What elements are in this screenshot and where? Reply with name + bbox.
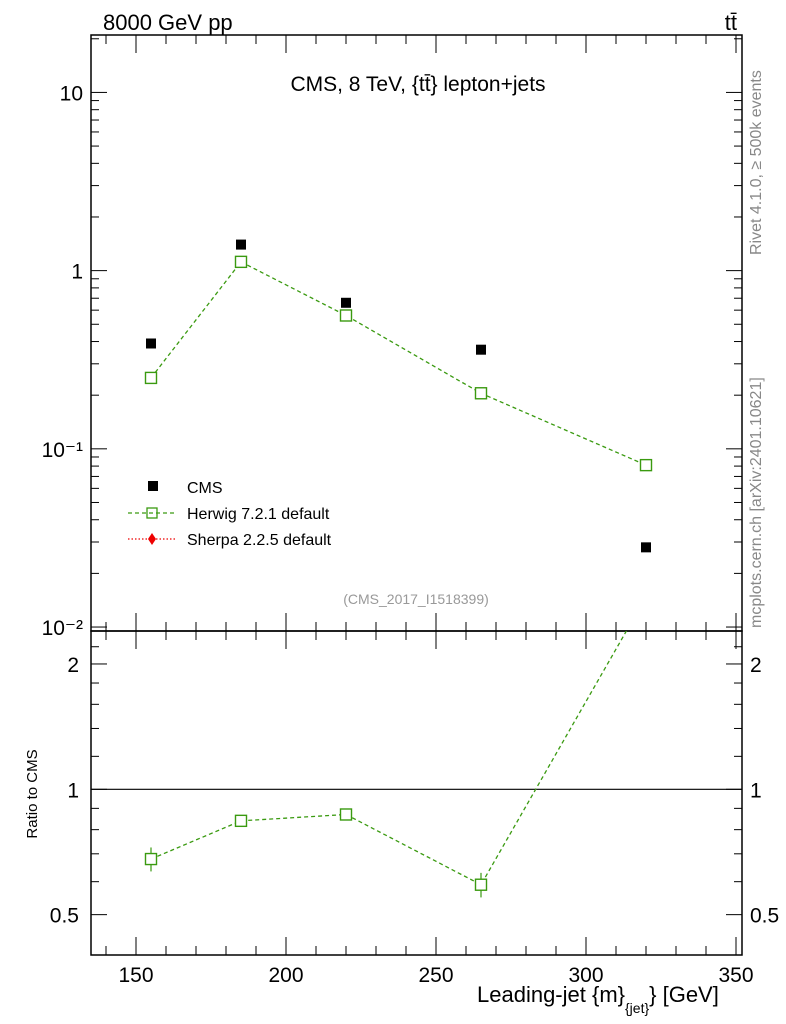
ratio-y-tick-label-right: 1 xyxy=(750,779,762,802)
herwig-point xyxy=(234,255,248,269)
legend-herwig-marker xyxy=(146,507,158,519)
legend-herwig-label: Herwig 7.2.1 default xyxy=(187,506,330,523)
herwig-point xyxy=(639,458,653,472)
herwig-series-ratio xyxy=(144,631,628,898)
cms-point xyxy=(641,542,651,553)
analysis-id-label: (CMS_2017_I1518399) xyxy=(343,591,489,607)
ratio-y-tick-label: 1 xyxy=(67,779,79,802)
legend-sherpa-marker xyxy=(148,533,156,545)
main-y-axis: 10 1 10⁻¹ 10⁻² xyxy=(42,38,742,640)
herwig-series-main xyxy=(144,255,653,472)
x-axis-label: Leading-jet {m}{jet}} [GeV] xyxy=(477,982,719,1016)
legend-cms-label: CMS xyxy=(187,480,223,497)
main-y-tick-label: 10 xyxy=(60,82,83,105)
herwig-ratio-point xyxy=(234,814,248,828)
herwig-ratio-point xyxy=(339,808,353,821)
legend-cms-marker xyxy=(148,481,158,491)
main-plot-title: CMS, 8 TeV, {tt̄} lepton+jets xyxy=(290,73,545,96)
main-x-axis-ticks xyxy=(105,35,737,631)
ratio-plot-frame xyxy=(90,630,743,956)
herwig-point xyxy=(474,387,488,400)
cms-point xyxy=(236,239,246,250)
cms-point xyxy=(476,344,486,355)
main-y-tick-label: 10⁻¹ xyxy=(42,439,83,462)
ratio-y-tick-label-right: 2 xyxy=(750,654,762,677)
x-tick-label: 250 xyxy=(418,964,453,987)
herwig-line xyxy=(150,261,647,466)
cms-point xyxy=(146,338,156,349)
legend: CMS Herwig 7.2.1 default Sherpa 2.2.5 de… xyxy=(128,480,332,549)
ratio-y-axis: 0.5 0.5 1 1 2 2 xyxy=(50,630,779,956)
herwig-ratio-point xyxy=(144,852,158,866)
herwig-ratio-line xyxy=(150,631,628,886)
cms-point xyxy=(341,297,351,308)
x-tick-label: 150 xyxy=(118,964,153,987)
x-axis-label-unit: } [GeV] xyxy=(649,982,719,1007)
main-y-tick-label: 1 xyxy=(71,261,83,284)
x-tick-label: 300 xyxy=(568,964,603,987)
ratio-y-tick-label: 2 xyxy=(67,654,79,677)
main-y-tick-label: 10⁻² xyxy=(42,617,83,640)
ratio-x-axis: 150 200 250 300 350 xyxy=(105,631,754,987)
x-tick-label: 350 xyxy=(718,964,753,987)
x-axis-label-main: Leading-jet {m} xyxy=(477,982,625,1007)
legend-sherpa-label: Sherpa 2.2.5 default xyxy=(187,532,332,549)
x-tick-label: 200 xyxy=(268,964,303,987)
x-axis-label-sub: {jet} xyxy=(625,1000,649,1016)
herwig-point xyxy=(144,371,158,385)
cms-series-main xyxy=(146,239,651,553)
process-label: 8000 GeV pp xyxy=(103,10,233,35)
source-label: mcplots.cern.ch [arXiv:2401.10621] xyxy=(748,377,765,628)
ratio-y-axis-label: Ratio to CMS xyxy=(24,749,41,838)
herwig-point xyxy=(339,309,353,322)
channel-label: tt̄ xyxy=(725,10,737,35)
ratio-y-tick-label: 0.5 xyxy=(50,905,79,928)
rivet-version-label: Rivet 4.1.0, ≥ 500k events xyxy=(748,70,765,255)
ratio-y-tick-label-right: 0.5 xyxy=(750,905,779,928)
herwig-ratio-point xyxy=(474,878,488,891)
